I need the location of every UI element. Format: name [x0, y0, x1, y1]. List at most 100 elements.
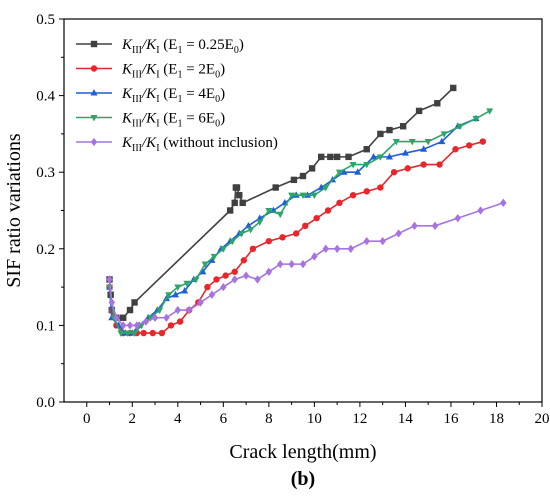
legend-swatch-marker	[90, 40, 98, 48]
data-point	[395, 229, 402, 238]
data-point	[140, 329, 147, 337]
y-tick-label: 0.1	[36, 318, 55, 334]
series-line	[108, 140, 484, 334]
data-point	[256, 219, 264, 226]
data-point	[220, 282, 227, 292]
data-point	[265, 207, 273, 215]
data-point	[456, 123, 464, 131]
data-point	[472, 116, 480, 123]
data-point	[210, 253, 218, 261]
data-point	[201, 261, 209, 268]
data-point	[149, 329, 156, 337]
legend-label-part: 1	[177, 45, 182, 56]
legend-label-part: = 0.25E	[182, 37, 233, 53]
legend-label-part: 0	[215, 119, 220, 130]
data-point	[349, 191, 357, 199]
data-point	[299, 172, 307, 180]
data-point	[265, 237, 273, 245]
legend-label: KIII/KI (E1 = 0.25E0)	[121, 37, 244, 56]
data-point	[313, 214, 320, 222]
data-point	[265, 267, 273, 276]
data-point	[324, 207, 332, 214]
data-point	[238, 230, 246, 238]
legend-label-part: 1	[177, 94, 182, 105]
x-tick-label: 12	[352, 411, 367, 427]
data-point	[310, 192, 318, 200]
data-point	[377, 130, 384, 138]
data-point	[247, 227, 255, 234]
series-5	[106, 198, 507, 330]
data-point	[181, 287, 189, 294]
legend-label-part: 1	[177, 70, 182, 81]
data-point	[401, 149, 409, 156]
data-point	[279, 234, 286, 241]
legend-item: KIII/KI (E1 = 0.25E0)	[76, 37, 244, 56]
data-point	[192, 276, 200, 284]
legend-label-part: I	[156, 45, 159, 56]
data-point	[254, 275, 261, 284]
data-point	[249, 245, 257, 252]
data-point	[424, 139, 432, 146]
data-point	[113, 313, 120, 322]
legend-label: KIII/KI (E1 = 4E0)	[121, 86, 225, 105]
legend-label-part: /K	[141, 62, 157, 78]
legend-label: KIII/KI (E1 = 6E0)	[121, 111, 225, 130]
legend-label-part: I	[156, 94, 159, 105]
y-tick-label: 0.2	[36, 242, 55, 258]
axes-layer: 0 2 4 6 8 10 12 14 16 18 200.00.10.20.30.40.5	[36, 12, 549, 427]
legend-label-part: III	[132, 70, 142, 81]
data-point	[292, 230, 300, 237]
legend-item: KIII/KI (E1 = 6E0)	[76, 111, 225, 130]
x-axis-label: Crack length(mm)	[229, 441, 376, 463]
legend-label-part: K	[121, 135, 133, 151]
x-tick-label: 16	[443, 411, 459, 427]
data-point	[276, 211, 284, 219]
data-point	[183, 280, 191, 288]
legend-label-part: III	[132, 94, 142, 105]
data-point	[377, 184, 384, 191]
legend-label-part: )	[220, 111, 225, 127]
data-point	[420, 161, 427, 168]
data-point	[226, 207, 234, 214]
legend-label-part: /K	[141, 86, 157, 102]
data-point	[167, 322, 175, 329]
data-point	[240, 257, 248, 264]
data-point	[185, 305, 193, 315]
data-point	[354, 168, 362, 175]
data-point	[311, 252, 318, 261]
data-point	[213, 276, 220, 283]
legend-label-part: K	[121, 62, 133, 78]
data-point	[322, 244, 329, 253]
data-point	[163, 313, 170, 322]
data-point	[408, 139, 416, 146]
data-point	[385, 153, 394, 160]
data-point	[386, 126, 393, 134]
data-point	[131, 330, 139, 337]
data-point	[302, 222, 309, 230]
data-point	[277, 259, 284, 269]
x-tick-label: 8	[265, 411, 273, 427]
data-point	[106, 275, 113, 284]
legend-label: KIII/KI (E1 = 2E0)	[121, 62, 225, 81]
data-point	[363, 146, 370, 153]
legend-label-part: = 4E	[182, 86, 215, 102]
legend-label-part: 0	[215, 94, 220, 105]
legend-item: KIII/KI (E1 = 2E0)	[76, 62, 225, 81]
series-line	[108, 87, 454, 319]
data-point	[236, 191, 243, 199]
x-tick-label: 0	[83, 411, 91, 427]
legend-label-part: /K	[141, 37, 157, 53]
x-tick-label: 2	[129, 411, 137, 427]
legend-label-part: (E	[160, 62, 178, 78]
data-point	[133, 321, 141, 330]
data-point	[231, 268, 238, 275]
legend-label-part: III	[132, 143, 142, 154]
data-point	[288, 259, 295, 269]
data-point	[272, 184, 279, 191]
data-point	[452, 146, 459, 153]
legend-label-part: K	[121, 111, 133, 127]
data-point	[363, 188, 370, 195]
y-tick-label: 0.4	[36, 89, 55, 105]
data-point	[431, 221, 439, 230]
data-point	[208, 256, 216, 263]
